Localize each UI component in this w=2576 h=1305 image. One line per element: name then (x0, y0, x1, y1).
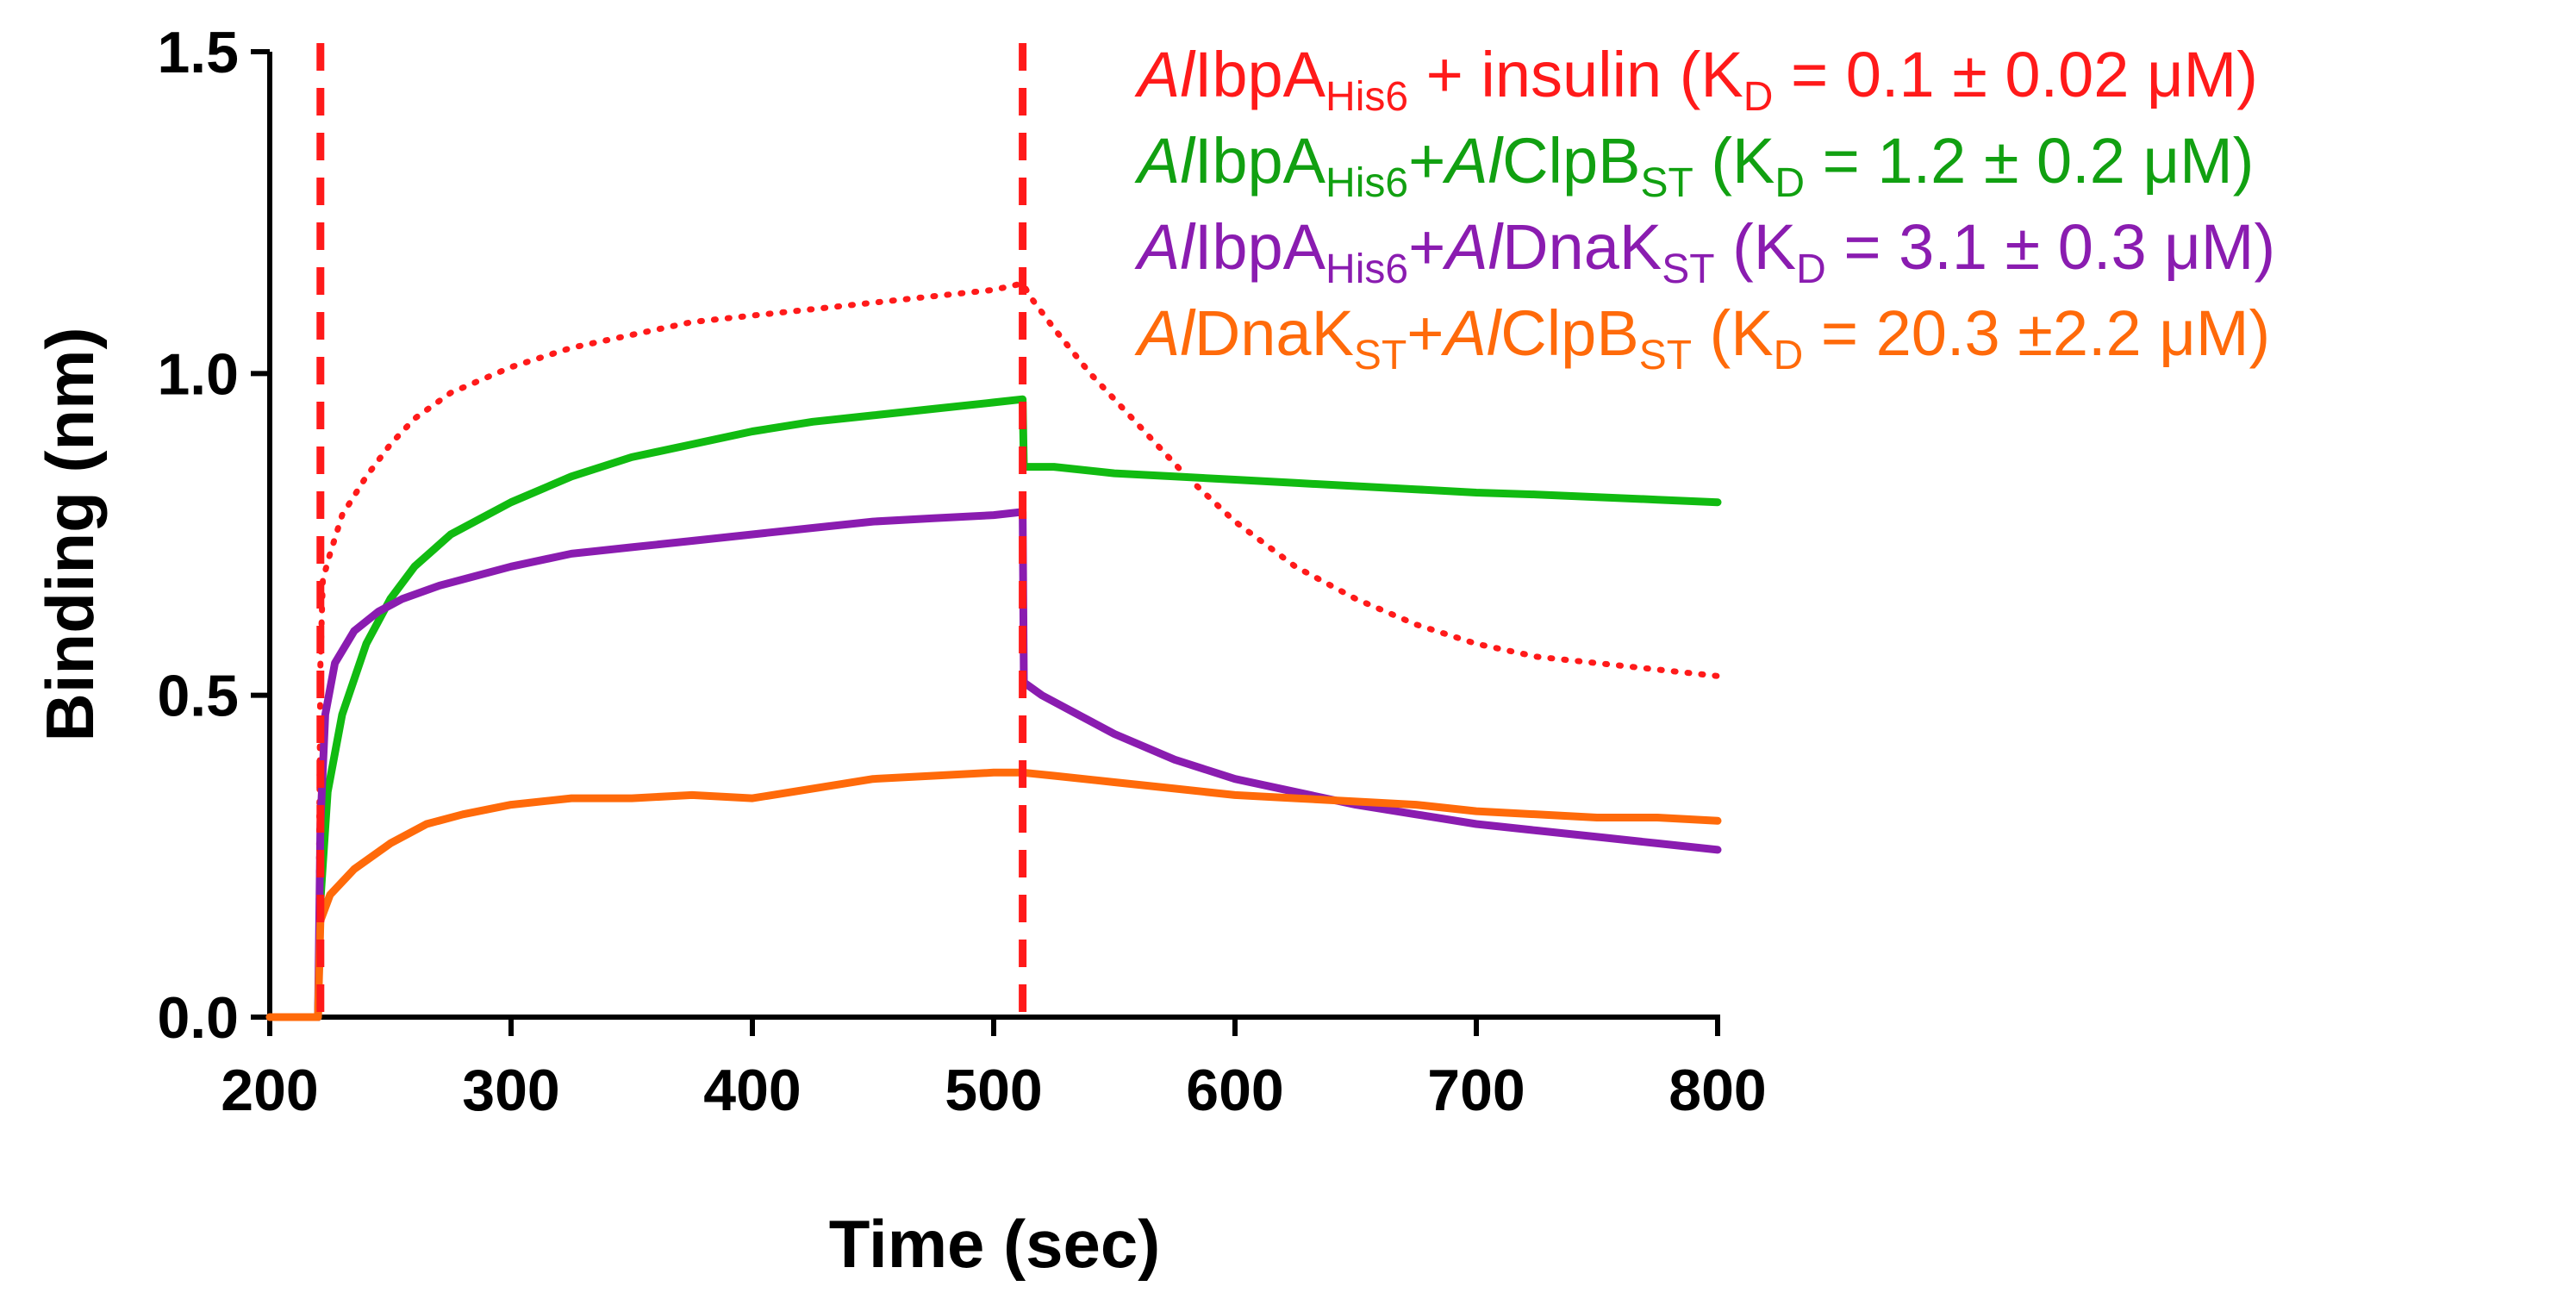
x-tick-label: 600 (1186, 1058, 1283, 1123)
legend: AlIbpAHis6 + insulin (KD = 0.1 ± 0.02 μM… (1134, 39, 2275, 378)
x-tick-label: 800 (1668, 1058, 1766, 1123)
x-axis-title: Time (sec) (829, 1206, 1160, 1282)
series-line-3 (265, 768, 1722, 1021)
vertical-markers (316, 43, 1027, 1017)
legend-entry-insulin: AlIbpAHis6 + insulin (KD = 0.1 ± 0.02 μM… (1134, 39, 2258, 120)
series-line-1 (265, 395, 1722, 1021)
series-layer (265, 280, 1722, 1021)
legend-entry-clpb: AlIbpAHis6+AlClpBST (KD = 1.2 ± 0.2 μM) (1134, 125, 2254, 206)
series-line-0 (266, 280, 1721, 1021)
x-tick-label: 200 (221, 1058, 318, 1123)
x-tick-label: 400 (703, 1058, 801, 1123)
x-tick-label: 700 (1427, 1058, 1525, 1123)
x-tick-label: 300 (462, 1058, 559, 1123)
y-axis-title: Binding (nm) (32, 328, 108, 742)
y-tick-label: 0.5 (157, 664, 239, 729)
legend-entry-dnak-clpb: AlDnaKST+AlClpBST (KD = 20.3 ±2.2 μM) (1134, 297, 2270, 378)
legend-entry-dnak: AlIbpAHis6+AlDnaKST (KD = 3.1 ± 0.3 μM) (1134, 211, 2275, 292)
y-tick-label: 1.5 (157, 20, 239, 85)
x-tick-label: 500 (945, 1058, 1042, 1123)
series-line-2 (265, 508, 1722, 1021)
y-tick-label: 1.0 (157, 341, 239, 407)
y-tick-label: 0.0 (157, 985, 239, 1051)
axis-ticks: 200 300 400 500 600 700 800 0.0 0.5 1.0 1.5 (157, 20, 1766, 1123)
